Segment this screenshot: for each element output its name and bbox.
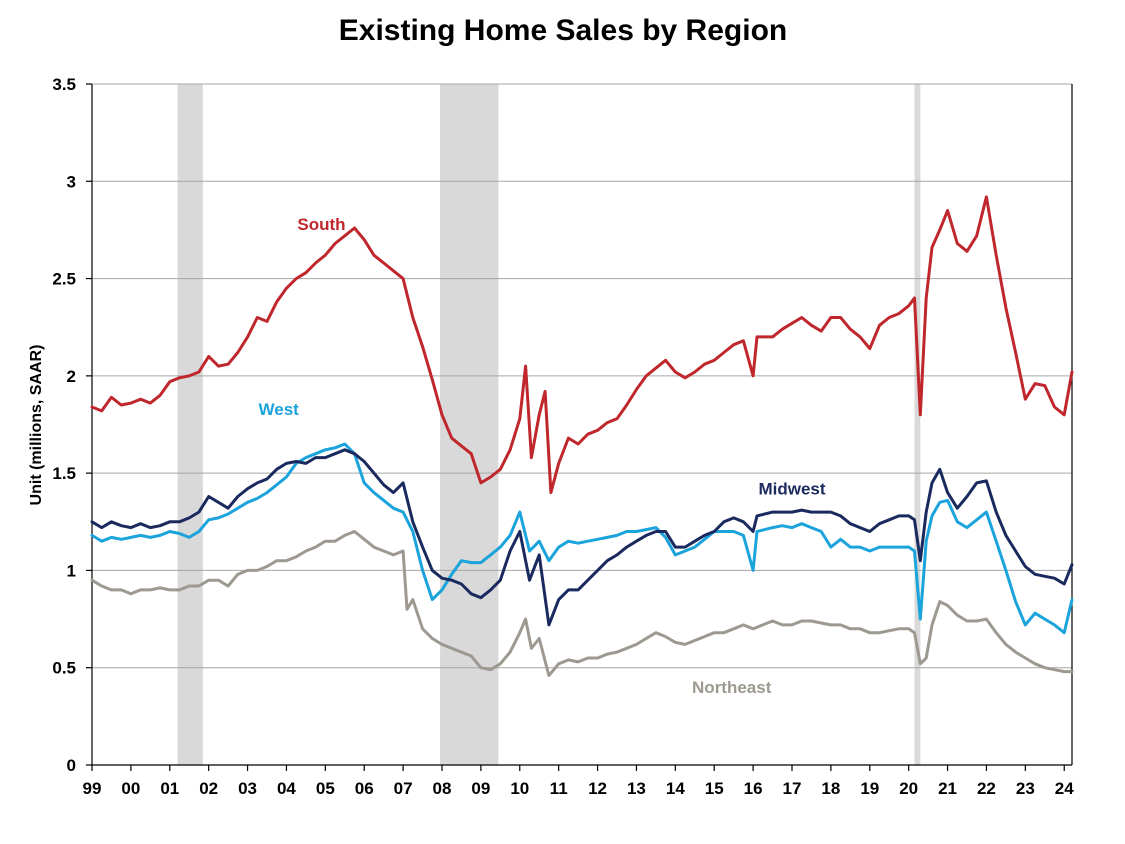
series-label-northeast: Northeast	[692, 678, 772, 697]
x-tick-label: 14	[666, 779, 685, 798]
x-tick-label: 04	[277, 779, 296, 798]
x-tick-label: 07	[394, 779, 413, 798]
x-tick-label: 10	[510, 779, 529, 798]
x-tick-label: 20	[899, 779, 918, 798]
series-line-northeast	[90, 530, 1074, 677]
x-tick-label: 15	[705, 779, 724, 798]
y-tick-label: 3	[67, 172, 76, 191]
y-tick-label: 0	[67, 756, 76, 775]
series-label-south: South	[297, 215, 345, 234]
x-tick-label: 03	[238, 779, 257, 798]
y-tick-label: 1	[67, 561, 76, 580]
series-line-midwest	[90, 448, 1074, 627]
series-labels: South West Midwest Northeast	[259, 215, 826, 697]
series-lines	[90, 195, 1074, 677]
chart-title: Existing Home Sales by Region	[339, 14, 787, 47]
x-tick-label: 12	[588, 779, 607, 798]
x-tick-label: 11	[550, 779, 568, 798]
x-tick-label: 06	[355, 779, 374, 798]
y-tick-label: 1.5	[52, 464, 76, 483]
y-tick-label: 0.5	[52, 659, 76, 678]
y-tick-label: 3.5	[52, 75, 76, 94]
x-tick-label: 99	[83, 779, 102, 798]
axes	[86, 83, 1073, 771]
series-label-midwest: Midwest	[758, 480, 825, 499]
recession-band-0	[177, 84, 203, 765]
x-tick-label: 01	[160, 779, 179, 798]
x-tick-label: 24	[1055, 779, 1074, 798]
x-tick-label: 17	[783, 779, 802, 798]
x-tick-label: 08	[433, 779, 452, 798]
x-tick-label: 19	[860, 779, 879, 798]
x-tick-label: 09	[471, 779, 490, 798]
recession-shading	[177, 84, 921, 765]
x-tick-label: 16	[744, 779, 763, 798]
recession-band-2	[914, 84, 921, 765]
y-tick-label: 2	[67, 367, 76, 386]
series-label-west: West	[259, 400, 300, 419]
x-tick-label: 18	[821, 779, 840, 798]
recession-band-1	[440, 84, 499, 765]
x-tick-label: 02	[199, 779, 218, 798]
y-tick-label: 2.5	[52, 270, 76, 289]
x-tick-label: 00	[121, 779, 140, 798]
x-tick-label: 23	[1016, 779, 1035, 798]
gridlines	[92, 83, 1072, 669]
x-tick-label: 21	[938, 779, 957, 798]
series-line-south	[90, 195, 1074, 495]
x-tick-label: 05	[316, 779, 335, 798]
y-tick-labels: 0 0.5 1 1.5 2 2.5 3 3.5	[52, 75, 76, 775]
series-line-west	[90, 442, 1074, 635]
x-tick-labels: 99 00 01 02 03 04 05 06 07 08 09 10 11 12 13 14 15 16 17 18…	[83, 779, 1075, 798]
y-axis-label: Unit (millions, SAAR)	[28, 345, 45, 506]
x-tick-label: 13	[627, 779, 646, 798]
x-tick-label: 22	[977, 779, 996, 798]
